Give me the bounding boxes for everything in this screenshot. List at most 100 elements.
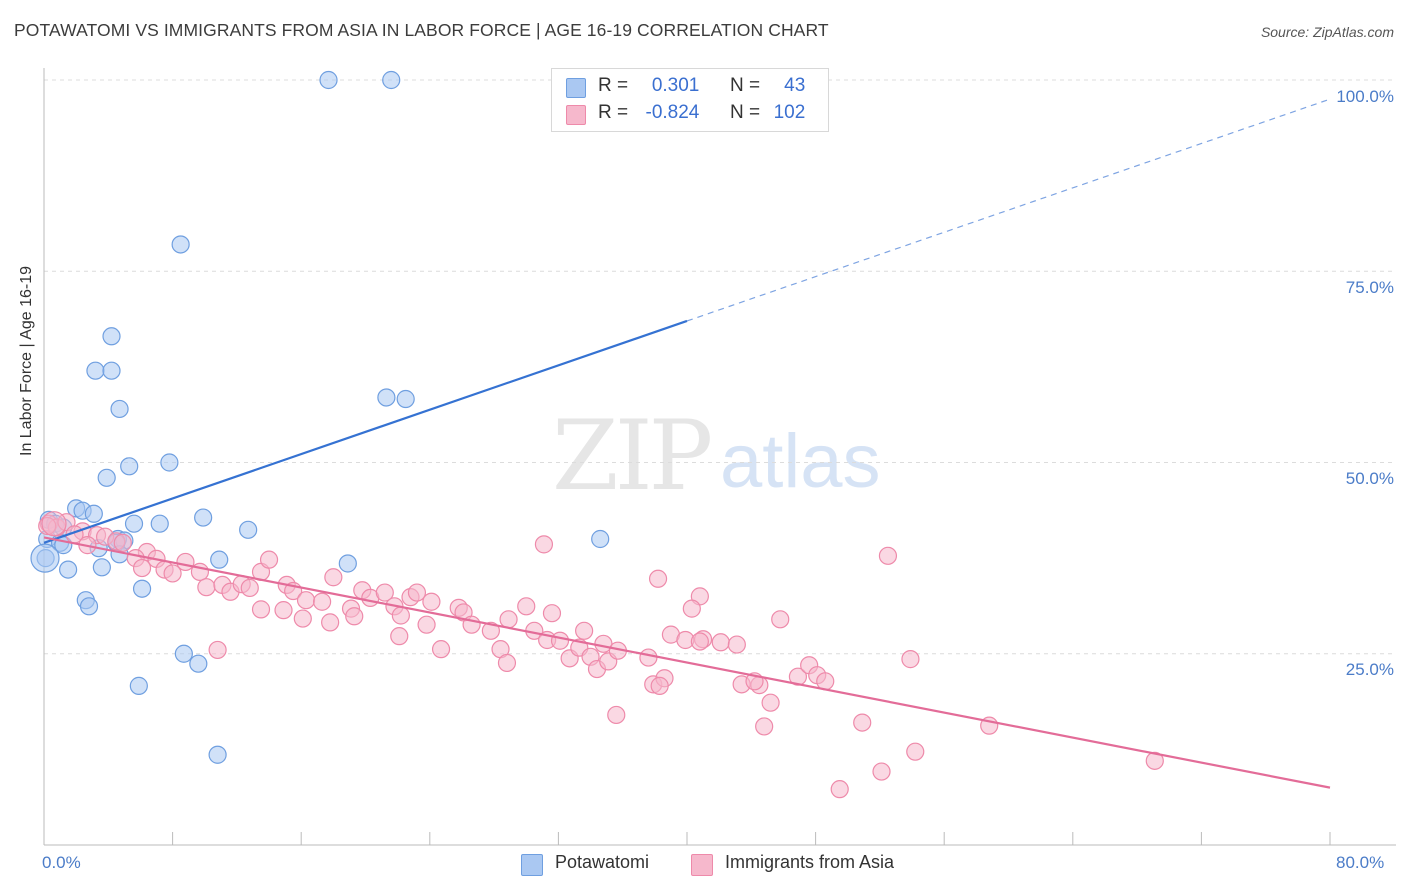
y-tick-label: 25.0%: [1345, 660, 1394, 679]
legend-swatch-blue: [521, 854, 543, 876]
point-asia: [422, 592, 441, 611]
point-asia: [274, 601, 293, 620]
point-asia: [391, 606, 410, 625]
point-asia: [761, 693, 780, 712]
legend-swatch-pink: [691, 854, 713, 876]
trend-line-asia: [43, 536, 1331, 789]
point-asia: [176, 552, 195, 572]
point-asia: [901, 650, 920, 669]
point-potawatomi: [30, 543, 60, 573]
point-potawatomi: [194, 508, 213, 527]
point-potawatomi: [102, 327, 121, 346]
y-tick-label: 100.0%: [1336, 87, 1394, 106]
point-asia: [690, 632, 709, 651]
point-asia: [872, 762, 891, 781]
correlation-legend: R = 0.301 N = 43 R = -0.824 N = 102: [551, 68, 829, 132]
point-asia: [771, 610, 790, 629]
r-label: R =: [598, 102, 634, 123]
r-value: -0.824: [645, 102, 700, 123]
n-value: 102: [773, 102, 806, 123]
point-asia: [648, 569, 668, 588]
point-potawatomi: [377, 388, 396, 407]
point-asia: [163, 564, 182, 583]
point-asia: [41, 511, 67, 537]
y-tick-label: 75.0%: [1345, 278, 1394, 297]
point-potawatomi: [189, 654, 208, 673]
point-asia: [534, 535, 554, 554]
point-potawatomi: [171, 235, 190, 254]
point-asia: [517, 597, 536, 616]
point-potawatomi: [239, 520, 258, 539]
axes: [43, 68, 1396, 846]
point-asia: [312, 592, 332, 611]
bottom-legend-asia: Immigrants from Asia: [691, 852, 895, 876]
trend-lines: [43, 98, 1331, 789]
point-asia: [607, 705, 626, 725]
point-potawatomi: [59, 560, 78, 579]
y-tick-label: 50.0%: [1345, 469, 1394, 488]
legend-stats: R = -0.824 N = 102: [598, 102, 805, 124]
point-asia: [550, 631, 570, 650]
point-asia: [499, 610, 518, 629]
point-potawatomi: [97, 468, 116, 487]
point-asia: [259, 550, 279, 569]
point-potawatomi: [208, 745, 227, 764]
point-asia: [293, 609, 312, 628]
point-potawatomi: [132, 579, 152, 598]
source-label: Source: ZipAtlas.com: [1260, 24, 1394, 40]
legend-stats: R = 0.301 N = 43: [598, 75, 805, 97]
point-potawatomi: [174, 644, 193, 663]
point-asia: [639, 648, 658, 667]
point-asia: [296, 591, 316, 610]
point-potawatomi: [124, 514, 144, 533]
point-asia: [878, 546, 898, 565]
point-asia: [321, 613, 340, 632]
point-asia: [324, 568, 343, 587]
point-potawatomi: [150, 514, 169, 533]
point-asia: [251, 600, 271, 619]
watermark-atlas: atlas: [720, 419, 881, 504]
n-label: N =: [729, 102, 766, 123]
n-value: 43: [784, 75, 806, 96]
point-asia: [375, 583, 394, 602]
point-potawatomi: [110, 399, 129, 419]
point-asia: [113, 533, 132, 552]
point-asia: [755, 717, 774, 736]
point-asia: [390, 627, 409, 646]
point-potawatomi: [382, 70, 401, 90]
point-asia: [38, 516, 57, 536]
legend-label: Immigrants from Asia: [725, 852, 895, 872]
point-potawatomi: [338, 554, 357, 573]
point-potawatomi: [129, 676, 148, 695]
bottom-legend-potawatomi: Potawatomi: [521, 852, 650, 876]
trend-line-potawatomi: [43, 319, 688, 544]
point-potawatomi: [591, 529, 610, 549]
point-asia: [481, 621, 500, 640]
point-asia: [711, 633, 730, 652]
r-value: 0.301: [651, 75, 700, 96]
x-tick-label: 0.0%: [42, 853, 81, 872]
point-asia: [407, 583, 427, 602]
legend-label: Potawatomi: [555, 852, 650, 872]
trend-extension-potawatomi: [686, 98, 1331, 322]
point-asia: [906, 742, 925, 761]
n-label: N =: [729, 75, 766, 96]
point-asia: [650, 676, 669, 695]
watermark-zip: ZIP: [552, 400, 713, 512]
point-asia: [727, 635, 746, 654]
point-asia: [132, 558, 152, 578]
point-potawatomi: [210, 550, 229, 569]
chart-title: POTAWATOMI VS IMMIGRANTS FROM ASIA IN LA…: [14, 20, 829, 40]
point-asia: [431, 640, 451, 659]
point-potawatomi: [102, 361, 121, 380]
r-label: R =: [598, 75, 634, 96]
point-asia: [497, 653, 517, 673]
point-asia: [208, 640, 227, 660]
point-potawatomi: [160, 453, 179, 472]
y-axis-label: In Labor Force | Age 16-19: [18, 265, 35, 456]
point-potawatomi: [84, 504, 103, 523]
point-asia: [197, 578, 216, 597]
legend-swatch-pink: [566, 105, 586, 125]
x-tick-label: 80.0%: [1336, 853, 1385, 872]
